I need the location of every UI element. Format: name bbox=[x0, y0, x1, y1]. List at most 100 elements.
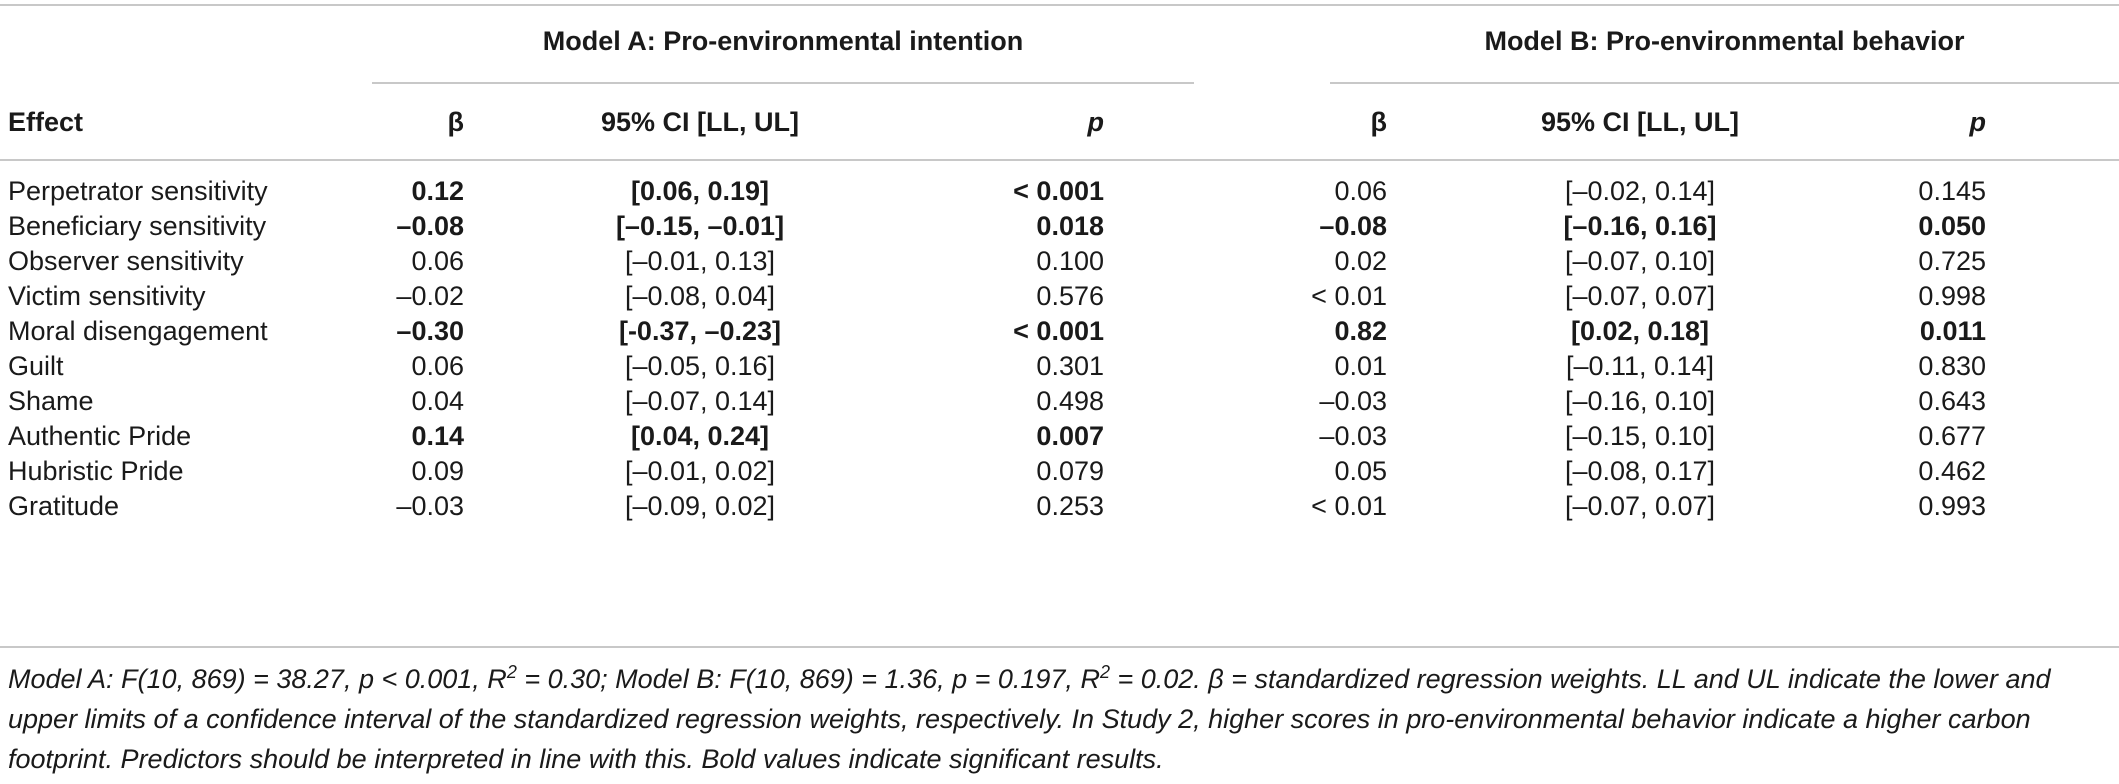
cell-effect: Shame bbox=[8, 386, 94, 416]
table-row: Authentic Pride 0.14 [0.04, 0.24] 0.007 –0.0… bbox=[0, 413, 2119, 460]
cell-a-p: 0.079 bbox=[1036, 456, 1104, 486]
cell-b-beta: 0.82 bbox=[1334, 316, 1387, 346]
cell-b-beta: < 0.01 bbox=[1311, 281, 1387, 311]
cell-b-ci: [–0.07, 0.07] bbox=[1564, 491, 1716, 521]
cell-effect: Hubristic Pride bbox=[8, 456, 184, 486]
header-a-p: p bbox=[1087, 107, 1105, 137]
cell-a-ci: [–0.07, 0.14] bbox=[624, 386, 776, 416]
cell-b-ci: [–0.07, 0.10] bbox=[1564, 246, 1716, 276]
cell-effect: Victim sensitivity bbox=[8, 281, 206, 311]
cell-b-ci: [–0.07, 0.07] bbox=[1564, 281, 1716, 311]
cell-a-p: 0.498 bbox=[1036, 386, 1104, 416]
cell-b-p: 0.998 bbox=[1918, 281, 1986, 311]
table-row: Hubristic Pride 0.09 [–0.01, 0.02] 0.079 0.0… bbox=[0, 448, 2119, 495]
cell-a-p: 0.576 bbox=[1036, 281, 1104, 311]
cell-a-ci: [–0.01, 0.13] bbox=[624, 246, 776, 276]
cell-b-p: 0.050 bbox=[1918, 211, 1986, 241]
header-rule bbox=[0, 159, 2119, 161]
cell-b-ci: [0.02, 0.18] bbox=[1570, 316, 1710, 346]
cell-b-ci: [–0.11, 0.14] bbox=[1565, 351, 1715, 381]
group-b-rule bbox=[1330, 82, 2119, 84]
cell-a-ci: [–0.05, 0.16] bbox=[624, 351, 776, 381]
cell-b-beta: 0.06 bbox=[1334, 176, 1387, 206]
cell-effect: Authentic Pride bbox=[8, 421, 192, 451]
cell-effect: Observer sensitivity bbox=[8, 246, 244, 276]
cell-b-beta: 0.01 bbox=[1334, 351, 1387, 381]
cell-a-beta: –0.03 bbox=[396, 491, 464, 521]
footnote-part-3: = 0.02. β = standardized regression weig… bbox=[8, 664, 2051, 774]
cell-a-ci: [–0.09, 0.02] bbox=[624, 491, 776, 521]
table-row: Gratitude –0.03 [–0.09, 0.02] 0.253 < 0.01 [–… bbox=[0, 483, 2119, 530]
cell-b-p: 0.725 bbox=[1918, 246, 1986, 276]
table-row: Victim sensitivity –0.02 [–0.08, 0.04] 0.57… bbox=[0, 273, 2119, 320]
table-row: Perpetrator sensitivity 0.12 [0.06, 0.19] <… bbox=[0, 168, 2119, 215]
cell-effect: Perpetrator sensitivity bbox=[8, 176, 268, 206]
cell-a-beta: 0.06 bbox=[411, 246, 464, 276]
header-b-ci: 95% CI [LL, UL] bbox=[1540, 107, 1739, 137]
cell-effect: Guilt bbox=[8, 351, 64, 381]
cell-b-p: 0.830 bbox=[1918, 351, 1986, 381]
cell-effect: Moral disengagement bbox=[8, 316, 268, 346]
cell-a-beta: –0.08 bbox=[396, 211, 464, 241]
cell-a-beta: –0.02 bbox=[396, 281, 464, 311]
cell-a-p: 0.007 bbox=[1036, 421, 1104, 451]
cell-a-ci: [0.04, 0.24] bbox=[630, 421, 770, 451]
cell-a-ci: [0.06, 0.19] bbox=[630, 176, 770, 206]
table-row: Observer sensitivity 0.06 [–0.01, 0.13] 0.1… bbox=[0, 238, 2119, 285]
cell-a-ci: [–0.08, 0.04] bbox=[624, 281, 776, 311]
cell-b-beta: –0.08 bbox=[1319, 211, 1387, 241]
cell-a-beta: 0.06 bbox=[411, 351, 464, 381]
cell-b-ci: [–0.02, 0.14] bbox=[1564, 176, 1716, 206]
group-a-rule bbox=[372, 82, 1194, 84]
cell-b-beta: 0.02 bbox=[1334, 246, 1387, 276]
cell-a-p: 0.301 bbox=[1036, 351, 1104, 381]
cell-a-p: 0.018 bbox=[1036, 211, 1104, 241]
header-a-ci: 95% CI [LL, UL] bbox=[600, 107, 799, 137]
header-a-beta: β bbox=[447, 107, 464, 137]
cell-effect: Beneficiary sensitivity bbox=[8, 211, 267, 241]
bottom-rule bbox=[0, 646, 2119, 648]
cell-b-beta: –0.03 bbox=[1319, 386, 1387, 416]
cell-a-ci: [–0.01, 0.02] bbox=[624, 456, 776, 486]
cell-b-beta: < 0.01 bbox=[1311, 491, 1387, 521]
cell-a-p: < 0.001 bbox=[1013, 176, 1104, 206]
top-rule bbox=[0, 4, 2119, 6]
cell-a-ci: [-0.37, –0.23] bbox=[618, 316, 782, 346]
cell-b-beta: –0.03 bbox=[1319, 421, 1387, 451]
header-b-p: p bbox=[1969, 107, 1987, 137]
header-b-beta: β bbox=[1370, 107, 1387, 137]
cell-a-p: < 0.001 bbox=[1013, 316, 1104, 346]
group-title-model-b: Model B: Pro-environmental behavior bbox=[1484, 26, 1965, 56]
cell-a-beta: 0.04 bbox=[411, 386, 464, 416]
cell-a-p: 0.100 bbox=[1036, 246, 1104, 276]
cell-b-ci: [–0.16, 0.10] bbox=[1564, 386, 1716, 416]
cell-b-ci: [–0.16, 0.16] bbox=[1563, 211, 1717, 241]
footnote-part-1: Model A: F(10, 869) = 38.27, p < 0.001, … bbox=[8, 664, 507, 694]
cell-a-beta: 0.12 bbox=[411, 176, 464, 206]
cell-a-p: 0.253 bbox=[1036, 491, 1104, 521]
cell-b-p: 0.145 bbox=[1918, 176, 1986, 206]
header-effect: Effect bbox=[8, 107, 84, 137]
cell-a-beta: 0.14 bbox=[411, 421, 464, 451]
cell-b-ci: [–0.15, 0.10] bbox=[1564, 421, 1716, 451]
cell-a-ci: [–0.15, –0.01] bbox=[615, 211, 785, 241]
table-footnote: Model A: F(10, 869) = 38.27, p < 0.001, … bbox=[8, 659, 2113, 779]
cell-b-ci: [–0.08, 0.17] bbox=[1564, 456, 1716, 486]
cell-a-beta: 0.09 bbox=[411, 456, 464, 486]
group-title-model-a: Model A: Pro-environmental intention bbox=[542, 26, 1024, 56]
cell-b-p: 0.462 bbox=[1918, 456, 1986, 486]
footnote-superscript-2: 2 bbox=[1099, 662, 1110, 682]
cell-effect: Gratitude bbox=[8, 491, 120, 521]
cell-b-beta: 0.05 bbox=[1334, 456, 1387, 486]
footnote-superscript-1: 2 bbox=[506, 662, 517, 682]
footnote-part-2: = 0.30; Model B: F(10, 869) = 1.36, p = … bbox=[516, 664, 1100, 694]
cell-b-p: 0.993 bbox=[1918, 491, 1986, 521]
table-row: Shame 0.04 [–0.07, 0.14] 0.498 –0.03 [–0.16, … bbox=[0, 378, 2119, 425]
cell-a-beta: –0.30 bbox=[396, 316, 464, 346]
cell-b-p: 0.677 bbox=[1918, 421, 1986, 451]
table-row: Moral disengagement –0.30 [-0.37, –0.23] < … bbox=[0, 308, 2119, 355]
table-row: Beneficiary sensitivity –0.08 [–0.15, –0.0… bbox=[0, 203, 2119, 250]
table-row: Guilt 0.06 [–0.05, 0.16] 0.301 0.01 [–0.11, 0… bbox=[0, 343, 2119, 390]
cell-b-p: 0.011 bbox=[1919, 316, 1986, 346]
cell-b-p: 0.643 bbox=[1918, 386, 1986, 416]
